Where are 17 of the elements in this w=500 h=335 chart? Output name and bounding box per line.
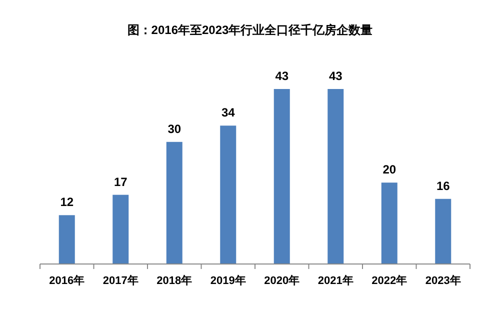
data-label: 12 [60,195,74,210]
x-tick-label: 2023年 [425,274,461,287]
chart-title: 图：2016年至2023年行业全口径千亿房企数量 [127,23,373,37]
x-tick-label: 2022年 [372,274,408,287]
data-label: 43 [275,69,289,83]
data-label: 43 [328,69,343,83]
data-label: 20 [382,162,396,177]
x-tick-label: 2016年 [49,274,85,287]
data-label: 30 [168,122,182,136]
x-tick-label: 2021年 [318,274,354,287]
x-tick-label: 2020年 [264,274,300,287]
data-label: 17 [114,174,128,189]
x-tick-label: 2018年 [156,274,192,287]
x-tick-label: 2017年 [102,274,138,287]
data-label: 16 [436,178,450,193]
data-label: 34 [221,106,236,120]
x-tick-label: 2019年 [210,274,246,287]
